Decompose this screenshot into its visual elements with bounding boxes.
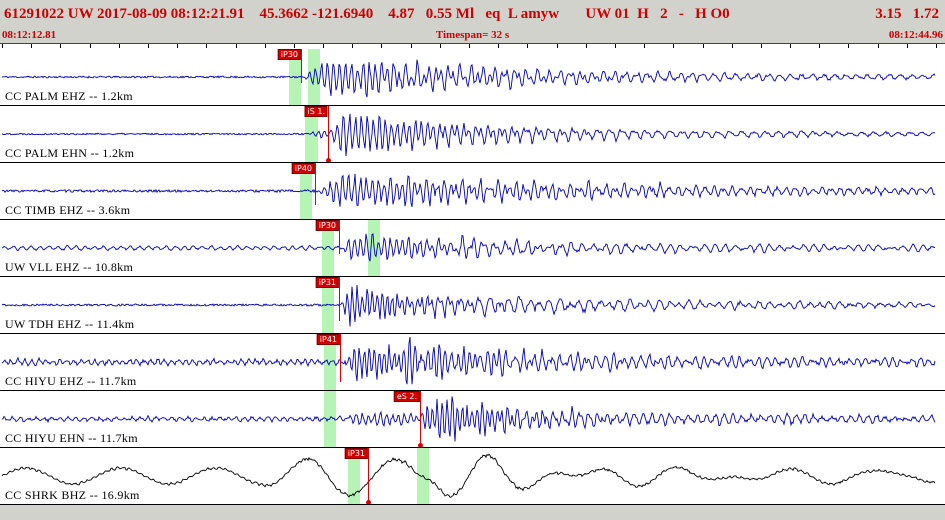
- second-tick: [177, 44, 179, 48]
- second-tick: [702, 44, 704, 48]
- second-tick: [206, 44, 208, 48]
- pick-line[interactable]: [315, 163, 316, 205]
- waveform: [1, 59, 936, 98]
- second-tick: [60, 44, 62, 48]
- waveform: [1, 396, 936, 442]
- pick-line[interactable]: [340, 334, 341, 382]
- second-tick: [352, 44, 354, 48]
- waveform: [1, 453, 936, 498]
- trace-panel-6[interactable]: iP41 CC HIYU EHZ -- 11.7km: [0, 334, 945, 391]
- second-tick: [89, 44, 91, 48]
- event-summary: 61291022 UW 2017-08-09 08:12:21.91 45.36…: [4, 5, 730, 22]
- second-tick: [439, 44, 441, 48]
- event-magnitudes: 3.15 1.72: [875, 5, 939, 22]
- second-tick: [469, 44, 470, 48]
- trace-label: CC PALM EHZ -- 1.2km: [5, 89, 133, 103]
- second-tick: [848, 44, 850, 48]
- second-tick: [790, 44, 792, 48]
- trace-label: CC PALM EHN -- 1.2km: [5, 146, 135, 160]
- pick-line[interactable]: [339, 220, 340, 254]
- trace-panel-2[interactable]: iS 1. CC PALM EHN -- 1.2km: [0, 106, 945, 163]
- second-tick: [906, 44, 908, 48]
- trace-panel-1[interactable]: iP30 CC PALM EHZ -- 1.2km: [0, 49, 945, 106]
- pick-window-band: [348, 448, 360, 504]
- pick-flag[interactable]: iS 1.: [304, 106, 328, 117]
- second-tick: [819, 44, 821, 48]
- timespan-label: Timespan= 32 s: [435, 29, 510, 41]
- trace-label: UW TDH EHZ -- 11.4km: [5, 317, 135, 331]
- pick-flag[interactable]: iP41: [316, 334, 340, 345]
- trace-panel-5[interactable]: iP31 UW TDH EHZ -- 11.4km: [0, 277, 945, 334]
- event-header-bar: 61291022 UW 2017-08-09 08:12:21.91 45.36…: [0, 0, 945, 28]
- second-tick: [118, 44, 120, 48]
- trace-label: CC SHRK BHZ -- 16.9km: [5, 488, 140, 502]
- second-tick: [585, 44, 587, 48]
- second-tick: [498, 44, 500, 48]
- second-tick: [264, 44, 266, 48]
- second-tick: [644, 44, 646, 48]
- pick-flag[interactable]: iP30: [277, 49, 301, 60]
- second-tick: [527, 44, 529, 48]
- pick-flag[interactable]: iP31: [344, 448, 368, 459]
- time-bar: 08:12:12.81 Timespan= 32 s 08:12:44.96: [0, 28, 945, 43]
- waveform: [1, 233, 936, 262]
- trace-panel-3[interactable]: iP40 CC TIMB EHZ -- 3.6km: [0, 163, 945, 220]
- window-end-time: 08:12:44.96: [888, 29, 943, 41]
- pick-line[interactable]: [420, 391, 421, 447]
- time-ruler-ticks: [0, 43, 945, 49]
- pick-dot: [366, 500, 371, 504]
- second-tick: [235, 44, 237, 48]
- second-tick: [323, 44, 325, 48]
- pick-line[interactable]: [339, 277, 340, 321]
- trace-panel-8[interactable]: iP31 CC SHRK BHZ -- 16.9km: [0, 448, 945, 505]
- waveform: [1, 113, 936, 157]
- trace-label: UW VLL EHZ -- 10.8km: [5, 260, 134, 274]
- trace-label: CC TIMB EHZ -- 3.6km: [5, 203, 131, 217]
- trace-label: CC HIYU EHZ -- 11.7km: [5, 374, 137, 388]
- second-tick: [2, 44, 3, 48]
- second-tick: [147, 44, 149, 48]
- second-tick: [556, 44, 558, 48]
- pick-window-band: [305, 106, 318, 162]
- pick-flag[interactable]: iP30: [315, 220, 339, 231]
- waveform: [1, 284, 936, 327]
- window-start-time: 08:12:12.81: [2, 29, 57, 41]
- second-tick: [760, 44, 762, 48]
- pick-window-band: [289, 49, 301, 105]
- pick-line[interactable]: [301, 49, 302, 83]
- pick-line[interactable]: [328, 106, 329, 162]
- waveform: [1, 336, 936, 385]
- second-tick: [614, 44, 616, 48]
- bottom-bar: [0, 505, 945, 520]
- pick-flag[interactable]: iP31: [315, 277, 339, 288]
- trace-panel-4[interactable]: iP30 UW VLL EHZ -- 10.8km: [0, 220, 945, 277]
- second-tick: [731, 44, 733, 48]
- pick-flag[interactable]: eS 2.: [393, 391, 420, 402]
- pick-dot: [418, 443, 423, 447]
- pick-dot: [326, 158, 331, 162]
- second-tick: [410, 44, 412, 48]
- trace-panel-7[interactable]: eS 2. CC HIYU EHN -- 11.7km: [0, 391, 945, 448]
- pick-window-band: [322, 220, 334, 276]
- second-tick: [381, 44, 383, 48]
- second-tick: [673, 44, 675, 48]
- second-tick: [31, 44, 33, 48]
- second-tick: [936, 44, 937, 48]
- pick-flag[interactable]: iP40: [291, 163, 315, 174]
- pick-line[interactable]: [368, 448, 369, 504]
- second-tick: [293, 44, 295, 48]
- trace-area[interactable]: iP30 CC PALM EHZ -- 1.2km iS 1. CC PALM EHN…: [0, 49, 945, 505]
- second-tick: [877, 44, 879, 48]
- waveform: [1, 173, 936, 208]
- trace-label: CC HIYU EHN -- 11.7km: [5, 431, 138, 445]
